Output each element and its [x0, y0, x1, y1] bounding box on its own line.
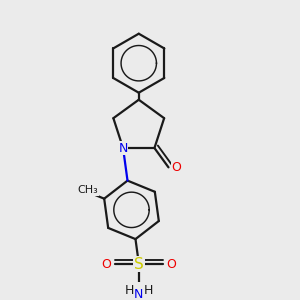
Text: O: O: [166, 258, 176, 271]
Text: O: O: [171, 161, 181, 174]
Text: CH₃: CH₃: [77, 185, 98, 195]
Text: N: N: [118, 142, 128, 154]
Text: H: H: [144, 284, 153, 297]
Text: H: H: [124, 284, 134, 297]
Text: O: O: [102, 258, 112, 271]
Text: S: S: [134, 256, 144, 272]
Text: N: N: [134, 288, 144, 300]
